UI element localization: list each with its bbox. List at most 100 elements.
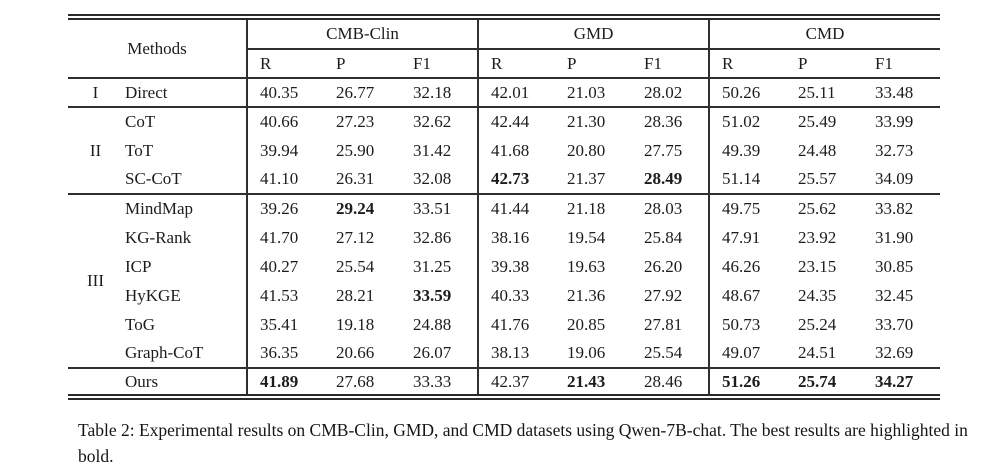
metric-header-p: P [786,49,864,79]
table-row: ToT 39.94 25.90 31.42 41.68 20.80 27.75 49.39 24… [68,136,940,165]
metric-value-cell: 27.92 [644,285,683,305]
metric-value-cell: 51.14 [708,165,787,195]
table-row: HyKGE 41.53 28.21 33.59 40.33 21.36 27.92 48.67… [68,281,940,310]
table-row: Graph-CoT 36.35 20.66 26.07 38.13 19.06 25.54 4… [68,339,941,369]
metric-value-cell: 49.39 [708,136,787,165]
method-name-cell: Direct [123,78,247,108]
methods-header: Methods [68,17,247,79]
metric-value-cell: 19.63 [567,256,606,276]
metric-value-cell: 41.70 [246,223,324,252]
metric-value-cell: 26.20 [644,256,683,276]
metric-value-cell: 26.77 [324,78,401,108]
table-row: SC-CoT 41.10 26.31 32.08 42.73 21.37 28.49 51.1… [68,165,941,195]
results-table: Methods CMB-Clin GMD CMD R P F1 R P F1 R… [68,14,941,400]
method-name-cell: KG-Rank [125,227,192,247]
results-table-container: Methods CMB-Clin GMD CMD R P F1 R P F1 R… [68,14,986,470]
metric-value-cell: 32.62 [413,112,452,131]
group-numeral-cell: III [68,194,123,369]
metric-value-cell: 48.67 [708,281,787,310]
metric-value-cell: 20.80 [567,140,606,160]
method-name-cell: ToT [125,140,154,160]
metric-value-cell: 32.45 [875,285,914,305]
table-row: II CoT 40.66 27.23 32.62 42.44 21.30 28.36 51.02… [68,107,940,195]
metric-value-cell: 41.76 [477,310,556,339]
metric-value-cell: 35.41 [246,310,324,339]
method-name-cell: Graph-CoT [123,339,247,369]
metric-value-cell: 27.68 [336,371,375,391]
metric-value-cell: 34.27 [875,371,914,391]
metric-value-cell: 21.30 [567,112,606,131]
table-body: I Direct 40.35 26.77 32.18 42.01 21.03 28.02 50.… [68,78,941,398]
metric-value-cell: 25.24 [798,314,837,334]
metric-value-cell: 28.46 [644,371,683,391]
metric-value-cell: 39.26 [246,194,324,223]
dataset-header-cmb-clin: CMB-Clin [245,17,479,50]
metric-value-cell: 51.26 [708,368,787,397]
metric-value-cell: 30.85 [875,256,914,276]
metric-value-cell: 25.54 [336,256,375,276]
metric-value-cell: 49.75 [708,194,787,223]
table-row: I Direct 40.35 26.77 32.18 42.01 21.03 28.02 50.… [68,78,941,108]
metric-value-cell: 32.69 [863,339,941,369]
group-numeral-cell: II [68,107,123,195]
metric-value-cell: 42.44 [477,107,556,136]
metric-value-cell: 38.16 [477,223,556,252]
metric-value-cell: 33.51 [413,199,452,218]
metric-value-cell: 20.85 [567,314,606,334]
metric-value-cell: 32.73 [875,140,914,160]
metric-value-cell: 27.23 [336,112,375,131]
metric-value-cell: 25.57 [786,165,864,195]
table-header: Methods CMB-Clin GMD CMD R P F1 R P F1 R… [68,17,941,79]
method-name-cell: ToG [125,314,155,334]
metric-value-cell: 41.10 [246,165,324,195]
metric-value-cell: 27.12 [336,227,375,247]
metric-value-cell: 41.44 [477,194,556,223]
metric-header-r: R [477,49,556,79]
metric-value-cell: 42.01 [477,78,556,108]
metric-value-cell: 25.54 [632,339,710,369]
metric-value-cell: 40.33 [477,281,556,310]
metric-value-cell: 21.37 [555,165,633,195]
method-name-cell: SC-CoT [123,165,247,195]
metric-value-cell: 32.86 [413,227,452,247]
metric-value-cell: 32.18 [401,78,479,108]
table-caption: Table 2: Experimental results on CMB-Cli… [78,420,968,467]
metric-value-cell: 24.51 [786,339,864,369]
metric-value-cell: 34.09 [863,165,941,195]
metric-value-cell: 24.88 [413,314,452,334]
metric-value-cell: 33.59 [413,285,452,305]
metric-value-cell: 42.37 [477,368,556,397]
metric-value-cell: 19.18 [336,314,375,334]
metric-header-p: P [555,49,633,79]
metric-value-cell: 33.70 [875,314,914,334]
table-row: ToG 35.41 19.18 24.88 41.76 20.85 27.81 50.73 25… [68,310,940,339]
metric-value-cell: 28.02 [632,78,710,108]
metric-value-cell: 42.73 [477,165,556,195]
metric-value-cell: 29.24 [336,199,375,218]
metric-value-cell: 32.08 [401,165,479,195]
metric-value-cell: 41.89 [246,368,324,397]
method-name-cell: ICP [125,256,152,276]
metric-value-cell: 23.92 [798,227,837,247]
metric-header-f1: F1 [863,49,941,79]
metric-value-cell: 31.25 [413,256,452,276]
metric-value-cell: 46.26 [708,252,787,281]
metric-value-cell: 36.35 [246,339,324,369]
metric-value-cell: 40.35 [246,78,324,108]
metric-value-cell: 25.49 [798,112,837,131]
metric-value-cell: 20.66 [324,339,401,369]
metric-value-cell: 50.26 [708,78,787,108]
metric-value-cell: 40.66 [246,107,324,136]
method-name-cell: HyKGE [125,285,181,305]
metric-value-cell: 25.90 [336,140,375,160]
metric-value-cell: 41.68 [477,136,556,165]
metric-value-cell: 21.43 [567,371,606,391]
metric-value-cell: 27.75 [644,140,683,160]
metric-value-cell: 27.81 [644,314,683,334]
metric-value-cell: 33.99 [875,112,914,131]
group-numeral-cell [68,368,123,398]
metric-header-f1: F1 [401,49,479,79]
metric-value-cell: 26.31 [324,165,401,195]
metric-value-cell: 25.84 [644,227,683,247]
method-name-cell: CoT [125,112,156,131]
